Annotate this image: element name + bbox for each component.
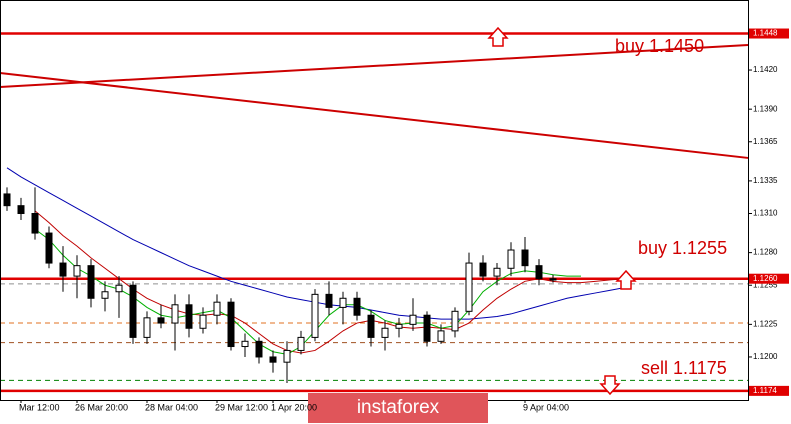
y-tick-label: 1.1200	[753, 352, 778, 361]
candle-body	[3, 193, 11, 207]
level-label: 1.1448	[753, 29, 778, 38]
candle-body	[185, 304, 193, 329]
annotation: buy 1.1450	[615, 36, 704, 56]
trend-line	[0, 72, 749, 159]
candle-body	[353, 297, 361, 316]
up-arrow	[615, 269, 637, 290]
y-tick-label: 1.1420	[753, 65, 778, 74]
candle-body	[73, 265, 81, 277]
watermark-box	[308, 393, 488, 423]
candle-body	[507, 249, 515, 269]
candle-body	[311, 293, 319, 338]
candle-body	[535, 265, 543, 280]
candle-body	[157, 317, 165, 324]
candle-body	[479, 262, 487, 277]
up-arrow	[487, 26, 509, 47]
candle-body	[381, 327, 389, 338]
x-tick-label: Mar 12:00	[19, 402, 60, 412]
annotation: buy 1.1255	[638, 238, 727, 258]
candle-body	[129, 284, 137, 338]
moving-average	[34, 228, 581, 355]
y-tick-label: 1.1365	[753, 137, 778, 146]
candle-body	[17, 205, 25, 214]
candle-body	[521, 249, 529, 267]
candle-body	[367, 314, 375, 338]
candle-body	[171, 304, 179, 324]
y-tick-label: 1.1280	[753, 248, 778, 257]
candle-body	[87, 265, 95, 299]
candle-body	[199, 314, 207, 329]
y-tick-label: 1.1255	[753, 280, 778, 289]
annotation: sell 1.1175	[641, 358, 727, 378]
x-tick-label: 28 Mar 04:00	[145, 402, 198, 412]
candle-body	[297, 336, 305, 351]
candle-body	[339, 297, 347, 308]
x-tick-label: 26 Mar 20:00	[75, 402, 128, 412]
x-tick-label: 29 Mar 12:00	[215, 402, 268, 412]
x-tick-label: 1 Apr 20:00	[271, 402, 317, 412]
trend-line	[0, 43, 749, 88]
level-label-box	[749, 28, 789, 39]
candle-body	[269, 356, 277, 363]
candle-body	[451, 310, 459, 332]
candle-body	[395, 323, 403, 329]
level-label: 1.1260	[753, 274, 778, 283]
candle-body	[115, 284, 123, 293]
y-tick-label: 1.1310	[753, 209, 778, 218]
candle-body	[241, 340, 249, 348]
candle-body	[255, 340, 263, 358]
candle-body	[283, 349, 291, 363]
y-tick-label: 1.1390	[753, 104, 778, 113]
candle-body	[423, 314, 431, 342]
level-label-box	[749, 385, 789, 396]
level-label-box	[749, 273, 789, 284]
candle-body	[437, 330, 445, 342]
candle-body	[143, 317, 151, 338]
x-tick-label: 9 Apr 04:00	[523, 402, 569, 412]
candle-body	[465, 262, 473, 312]
candle-body	[101, 291, 109, 299]
candle-body	[549, 278, 557, 281]
down-arrow	[599, 375, 621, 396]
candle-body	[59, 262, 67, 277]
candle-body	[213, 301, 221, 316]
candle-body	[493, 267, 501, 277]
y-tick-label: 1.1225	[753, 319, 778, 328]
candle-body	[31, 212, 39, 234]
watermark: instaforex	[357, 397, 440, 418]
y-tick-label: 1.1335	[753, 176, 778, 185]
candle-body	[227, 301, 235, 348]
plot-area	[0, 32, 749, 393]
candle-body	[45, 232, 53, 264]
candle-body	[409, 314, 417, 325]
candle-body	[325, 293, 333, 308]
level-label: 1.1174	[753, 386, 777, 395]
